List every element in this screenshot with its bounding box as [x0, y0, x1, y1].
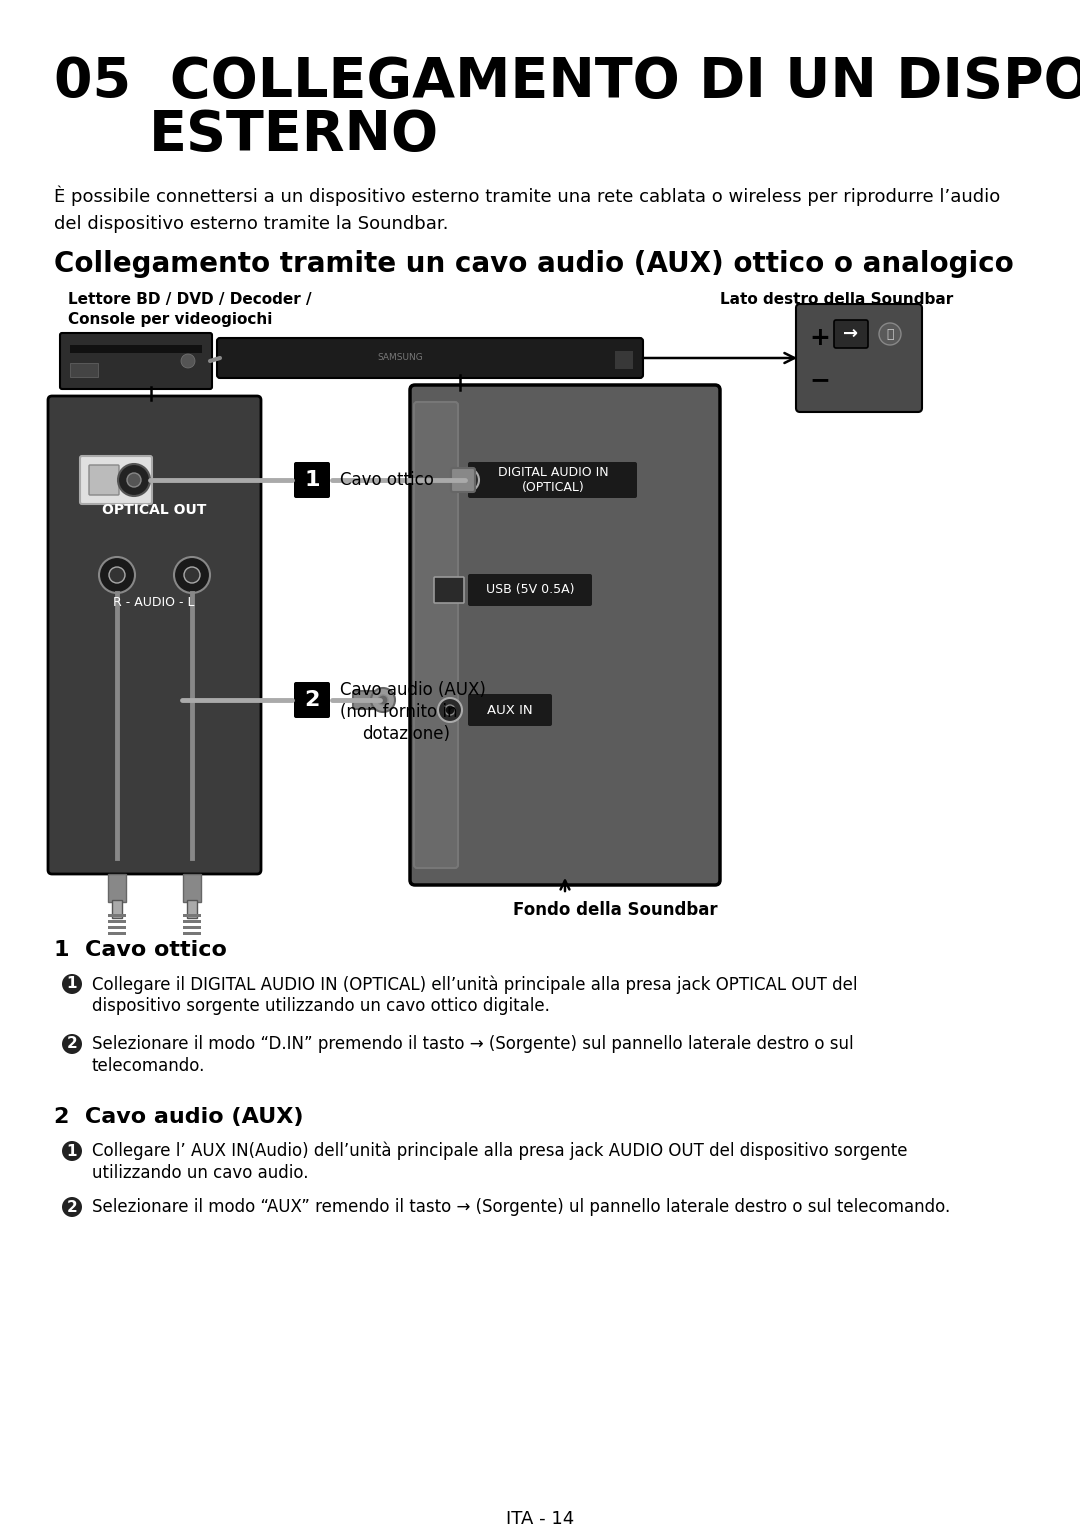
Circle shape — [438, 699, 462, 722]
Text: Lato destro della Soundbar: Lato destro della Soundbar — [720, 293, 954, 306]
Text: 2  Cavo audio (AUX): 2 Cavo audio (AUX) — [54, 1108, 303, 1128]
Text: Cavo ottico: Cavo ottico — [340, 470, 434, 489]
Text: Fondo della Soundbar: Fondo della Soundbar — [513, 901, 717, 919]
Bar — [187, 899, 197, 918]
Bar — [112, 899, 122, 918]
Text: Collegare l’ AUX IN(Audio) dell’unità principale alla presa jack AUDIO OUT del d: Collegare l’ AUX IN(Audio) dell’unità pr… — [92, 1141, 907, 1161]
Bar — [70, 363, 98, 377]
Circle shape — [118, 464, 150, 496]
Bar — [70, 345, 202, 352]
Text: 2: 2 — [305, 689, 320, 709]
FancyBboxPatch shape — [294, 463, 330, 498]
Bar — [108, 931, 126, 935]
Text: 1: 1 — [67, 976, 78, 991]
Bar — [108, 873, 126, 902]
Text: Selezionare il modo “AUX” remendo il tasto → (Sorgente) ul pannello laterale des: Selezionare il modo “AUX” remendo il tas… — [92, 1198, 950, 1216]
Circle shape — [127, 473, 141, 487]
Circle shape — [184, 567, 200, 584]
Text: Console per videogiochi: Console per videogiochi — [68, 313, 272, 326]
FancyBboxPatch shape — [217, 339, 643, 378]
Text: OPTICAL OUT: OPTICAL OUT — [102, 502, 206, 516]
FancyBboxPatch shape — [468, 463, 637, 498]
Circle shape — [109, 567, 125, 584]
Text: 1: 1 — [305, 470, 320, 490]
Bar — [183, 931, 201, 935]
Text: (non fornito in: (non fornito in — [340, 703, 458, 722]
FancyBboxPatch shape — [468, 574, 592, 607]
Bar — [183, 915, 201, 918]
FancyBboxPatch shape — [834, 320, 868, 348]
Text: R - AUDIO - L: R - AUDIO - L — [113, 596, 194, 610]
Circle shape — [455, 467, 480, 492]
Text: È possibile connettersi a un dispositivo esterno tramite una rete cablata o wire: È possibile connettersi a un dispositivo… — [54, 185, 1000, 233]
Text: telecomando.: telecomando. — [92, 1057, 205, 1075]
Bar — [183, 873, 201, 902]
Text: +: + — [810, 326, 831, 349]
Text: 05  COLLEGAMENTO DI UN DISPOSITIVO: 05 COLLEGAMENTO DI UN DISPOSITIVO — [54, 55, 1080, 109]
Text: dotazione): dotazione) — [362, 725, 450, 743]
Text: dispositivo sorgente utilizzando un cavo ottico digitale.: dispositivo sorgente utilizzando un cavo… — [92, 997, 550, 1016]
Circle shape — [174, 558, 210, 593]
FancyBboxPatch shape — [60, 332, 212, 389]
Bar — [108, 921, 126, 922]
Text: 1  Cavo ottico: 1 Cavo ottico — [54, 941, 227, 961]
Text: ESTERNO: ESTERNO — [149, 107, 440, 162]
Text: 2: 2 — [67, 1200, 78, 1215]
Text: Lettore BD / DVD / Decoder /: Lettore BD / DVD / Decoder / — [68, 293, 312, 306]
Circle shape — [62, 1196, 82, 1216]
Circle shape — [181, 354, 195, 368]
FancyBboxPatch shape — [434, 578, 464, 604]
FancyBboxPatch shape — [48, 395, 261, 873]
Text: USB (5V 0.5A): USB (5V 0.5A) — [486, 584, 575, 596]
Text: Selezionare il modo “D.IN” premendo il tasto → (Sorgente) sul pannello laterale : Selezionare il modo “D.IN” premendo il t… — [92, 1036, 853, 1052]
FancyBboxPatch shape — [294, 682, 330, 719]
Bar — [108, 925, 126, 928]
Circle shape — [372, 688, 395, 712]
FancyBboxPatch shape — [468, 694, 552, 726]
Text: Collegare il ‪DIGITAL AUDIO IN (OPTICAL)‬ ell’unità principale alla presa jack O: Collegare il ‪DIGITAL AUDIO IN (OPTICAL)… — [92, 974, 858, 993]
Bar — [183, 925, 201, 928]
Bar — [183, 921, 201, 922]
Circle shape — [879, 323, 901, 345]
Text: 2: 2 — [67, 1037, 78, 1051]
Text: 1: 1 — [67, 1143, 78, 1158]
Circle shape — [462, 475, 472, 486]
Text: DIGITAL AUDIO IN
(OPTICAL): DIGITAL AUDIO IN (OPTICAL) — [498, 466, 608, 495]
Text: ITA - 14: ITA - 14 — [505, 1511, 575, 1527]
FancyBboxPatch shape — [80, 457, 152, 504]
Bar — [615, 351, 633, 369]
Text: Collegamento tramite un cavo audio (AUX) ottico o analogico: Collegamento tramite un cavo audio (AUX)… — [54, 250, 1014, 277]
Text: −: − — [810, 368, 831, 392]
FancyBboxPatch shape — [796, 303, 922, 412]
Text: ⏻: ⏻ — [887, 328, 894, 340]
Circle shape — [378, 696, 388, 705]
Text: →: → — [843, 325, 859, 343]
Circle shape — [99, 558, 135, 593]
FancyBboxPatch shape — [89, 466, 119, 495]
Text: utilizzando un cavo audio.: utilizzando un cavo audio. — [92, 1164, 309, 1183]
FancyBboxPatch shape — [451, 467, 475, 492]
Circle shape — [62, 1141, 82, 1161]
FancyBboxPatch shape — [414, 401, 458, 869]
Circle shape — [62, 974, 82, 994]
Bar — [108, 915, 126, 918]
Circle shape — [445, 705, 455, 715]
FancyBboxPatch shape — [410, 385, 720, 885]
Circle shape — [62, 1034, 82, 1054]
Text: Cavo audio (AUX): Cavo audio (AUX) — [340, 682, 486, 699]
Text: AUX IN: AUX IN — [487, 703, 532, 717]
Text: SAMSUNG: SAMSUNG — [377, 354, 423, 363]
FancyBboxPatch shape — [353, 691, 384, 709]
